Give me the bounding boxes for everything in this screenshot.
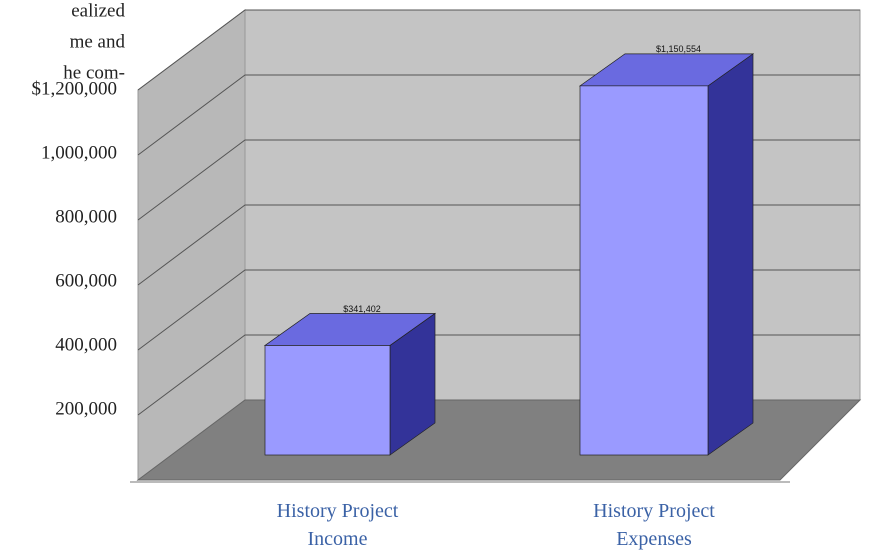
text-fragment: he com- [63, 62, 125, 83]
y-tick-label: 800,000 [55, 206, 117, 227]
text-fragment: ealized [71, 0, 125, 21]
bar [579, 85, 709, 456]
y-tick-label: 400,000 [55, 334, 117, 355]
bar-side [707, 53, 754, 456]
y-tick-label: 1,000,000 [41, 142, 117, 163]
y-tick-label: $1,200,000 [32, 78, 118, 99]
value-label: $341,402 [343, 304, 381, 314]
y-tick-label: 600,000 [55, 270, 117, 291]
bar [264, 345, 391, 456]
category-label: History Project Income [276, 500, 399, 550]
text-fragment: me and [70, 31, 126, 52]
grid-line [137, 9, 860, 91]
value-label: $1,150,554 [656, 44, 701, 54]
category-label: History Project Expenses [593, 500, 715, 550]
y-tick-label: 200,000 [55, 398, 117, 419]
